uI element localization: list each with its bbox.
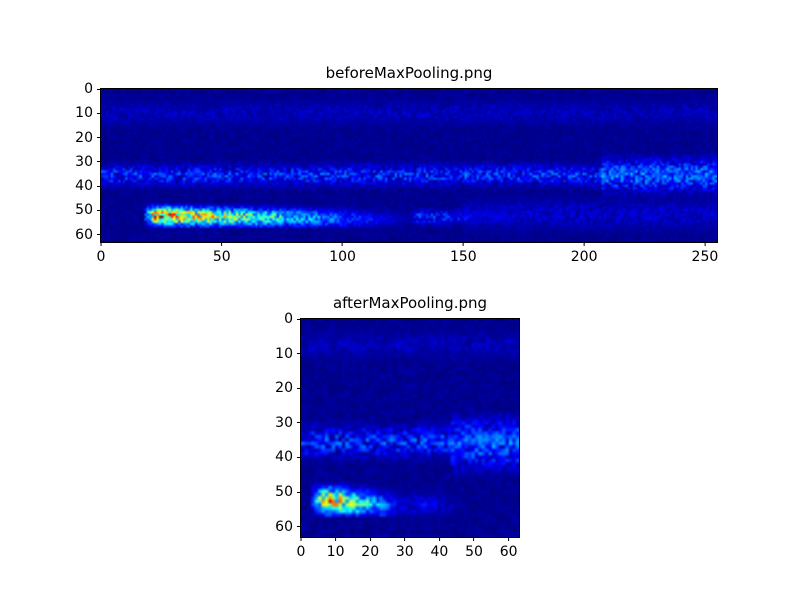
y-tick-label: 20 (275, 380, 293, 397)
y-tick: 0 (284, 311, 301, 327)
y-tick-mark (97, 112, 101, 114)
y-tick-mark (97, 234, 101, 236)
x-tick-mark (369, 537, 371, 541)
x-tick: 200 (570, 242, 598, 265)
x-tick-label: 30 (395, 544, 414, 560)
y-tick-label: 60 (75, 226, 93, 243)
x-tick-label: 40 (430, 544, 449, 560)
y-tick-mark (297, 491, 301, 493)
x-tick: 10 (327, 537, 345, 560)
x-tick-label: 50 (212, 249, 231, 265)
x-tick: 30 (396, 537, 414, 560)
y-tick-label: 50 (75, 202, 93, 219)
y-tick-label: 40 (275, 449, 293, 466)
x-tick: 250 (691, 242, 719, 265)
y-tick-mark (97, 137, 101, 139)
x-tick-label: 0 (296, 544, 306, 560)
x-tick: 100 (329, 242, 356, 265)
y-tick-label: 20 (75, 129, 93, 146)
y-tick-label: 30 (75, 153, 93, 170)
y-tick: 50 (275, 484, 301, 500)
x-tick: 0 (296, 537, 306, 560)
heatmap-plot-before-maxpooling: 0 50 100 150 200 250 0 10 20 30 40 50 60 (75, 81, 718, 265)
x-tick-label: 0 (96, 249, 106, 265)
y-tick: 20 (275, 380, 301, 396)
x-tick-label: 50 (465, 544, 483, 560)
y-tick: 30 (275, 415, 301, 431)
y-tick: 40 (275, 449, 301, 465)
y-tick: 0 (84, 81, 101, 97)
x-tick-mark (438, 537, 440, 541)
x-tick: 50 (213, 242, 231, 265)
x-tick-label: 200 (570, 249, 598, 265)
y-tick: 60 (75, 227, 101, 243)
heatmap-canvas-after-maxpooling (301, 319, 519, 537)
x-tick-label: 100 (329, 249, 356, 265)
y-tick-mark (297, 456, 301, 458)
x-tick-mark (100, 242, 102, 246)
y-tick-label: 60 (275, 518, 293, 535)
y-tick-mark (297, 526, 301, 528)
y-tick: 10 (75, 105, 101, 121)
y-tick: 50 (75, 202, 101, 218)
x-tick: 20 (361, 537, 379, 560)
y-tick-label: 50 (275, 484, 293, 501)
x-tick-mark (704, 242, 706, 246)
x-tick: 0 (96, 242, 106, 265)
y-tick: 20 (75, 130, 101, 146)
x-tick: 40 (430, 537, 448, 560)
x-tick-mark (221, 242, 223, 246)
y-tick-label: 40 (75, 178, 93, 195)
y-tick-label: 0 (284, 311, 293, 327)
x-tick-label: 10 (326, 544, 345, 560)
y-tick-mark (297, 353, 301, 355)
x-tick-mark (335, 537, 337, 541)
y-tick: 10 (275, 346, 301, 362)
x-tick: 150 (450, 242, 477, 265)
x-tick-label: 60 (499, 544, 518, 560)
y-tick-mark (297, 422, 301, 424)
y-tick-mark (297, 387, 301, 389)
x-tick: 50 (465, 537, 483, 560)
x-tick-mark (300, 537, 302, 541)
y-tick-mark (297, 318, 301, 320)
x-tick: 60 (500, 537, 518, 560)
y-tick-label: 10 (75, 105, 93, 122)
x-tick-mark (404, 537, 406, 541)
x-tick-mark (508, 537, 510, 541)
x-tick-mark (462, 242, 464, 246)
x-tick-label: 250 (691, 249, 719, 265)
y-tick: 40 (75, 178, 101, 194)
y-tick-label: 0 (84, 81, 93, 97)
x-tick-mark (342, 242, 344, 246)
y-tick-mark (97, 209, 101, 211)
x-tick-mark (583, 242, 585, 246)
chart-title-before-maxpooling: beforeMaxPooling.png (325, 64, 493, 82)
y-tick: 60 (275, 519, 301, 535)
x-tick-label: 20 (361, 544, 380, 560)
chart-title-after-maxpooling: afterMaxPooling.png (332, 294, 488, 312)
x-tick-mark (473, 537, 475, 541)
y-tick-label: 30 (275, 414, 293, 431)
y-tick-mark (97, 185, 101, 187)
y-tick: 30 (75, 154, 101, 170)
heatmap-plot-after-maxpooling: 0 10 20 30 40 50 60 0 10 20 30 40 50 60 (275, 311, 520, 560)
y-tick-label: 10 (275, 345, 293, 362)
y-tick-mark (97, 88, 101, 90)
x-tick-label: 150 (449, 249, 477, 265)
heatmap-canvas-before-maxpooling (101, 89, 717, 242)
y-tick-mark (97, 161, 101, 163)
